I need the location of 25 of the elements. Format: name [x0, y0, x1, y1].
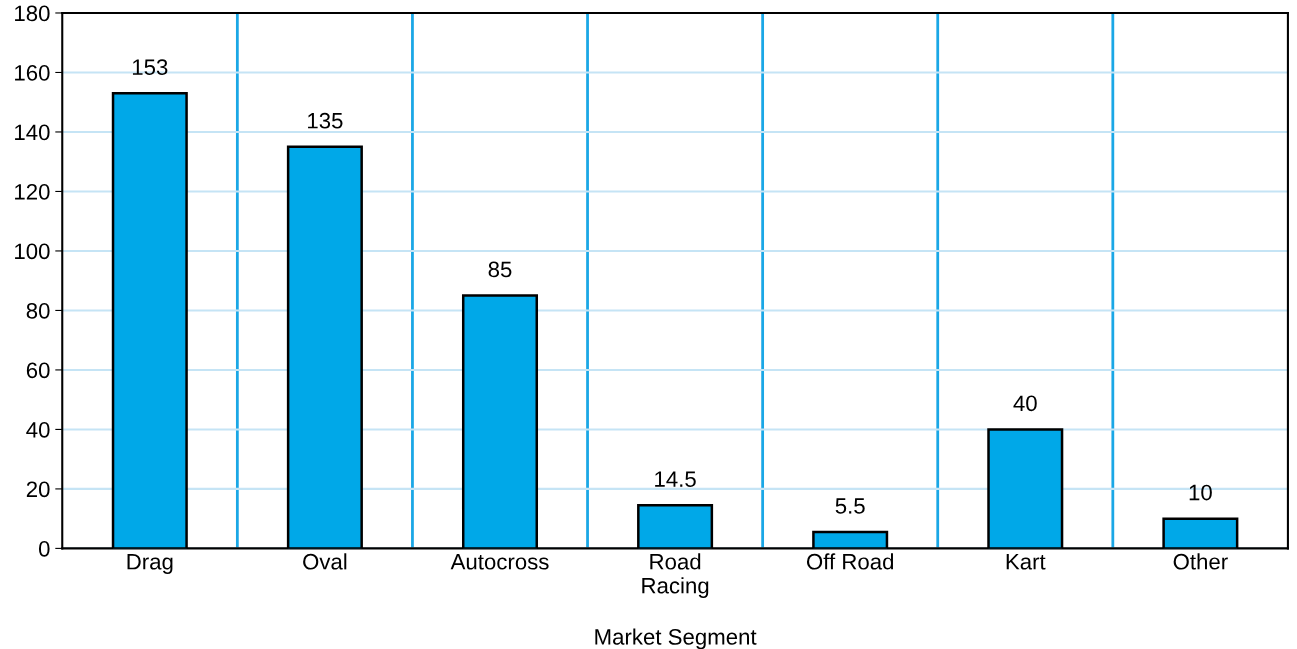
x-tick-label: Road Racing — [642, 553, 709, 598]
y-tick-label: 80 — [26, 302, 50, 319]
y-tick-label: 180 — [15, 5, 50, 22]
data-label: 14.5 — [655, 471, 696, 487]
x-tick-label: Off Road — [806, 553, 894, 570]
y-tick-label: 0 — [38, 540, 50, 557]
x-tick-label: Autocross — [450, 554, 549, 570]
x-tick-label: Kart — [1006, 554, 1046, 570]
data-label: 10 — [1189, 484, 1212, 501]
x-tick-label: Other — [1173, 553, 1228, 570]
x-axis-title: Market Segment — [595, 628, 757, 649]
y-tick-label: 20 — [26, 481, 50, 498]
data-label: 40 — [1013, 395, 1037, 412]
y-tick-label: 120 — [15, 183, 50, 200]
data-label: 153 — [132, 59, 168, 76]
y-tick-label: 140 — [15, 124, 50, 141]
y-tick-label: 160 — [15, 65, 50, 81]
x-tick-label: Oval — [303, 553, 347, 570]
data-label: 5.5 — [835, 498, 865, 514]
y-tick-label: 100 — [15, 243, 50, 260]
y-tick-label: 60 — [26, 362, 50, 379]
x-tick-label: Drag — [127, 554, 173, 574]
data-label: 135 — [308, 112, 343, 129]
data-label: 85 — [488, 261, 512, 278]
y-tick-label: 40 — [26, 421, 50, 438]
